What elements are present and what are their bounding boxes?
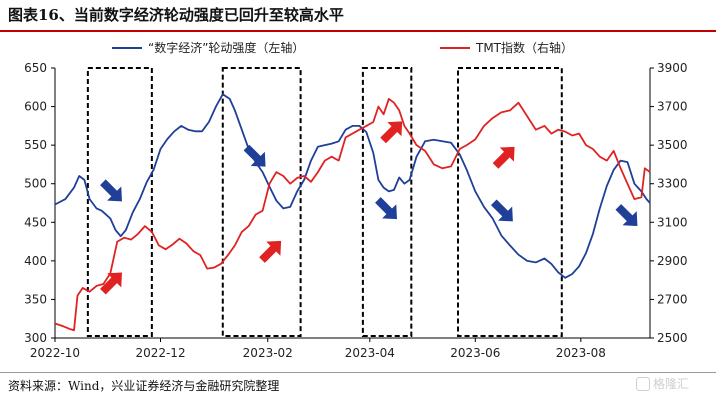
- x-tick-label: 2022-12: [135, 346, 185, 360]
- left-tick-label: 500: [24, 177, 47, 191]
- left-tick-label: 400: [24, 254, 47, 268]
- trend-arrow-up: [492, 146, 515, 169]
- right-tick-label: 3500: [657, 138, 688, 152]
- watermark: 格隆汇: [636, 375, 689, 392]
- x-tick-label: 2022-10: [30, 346, 80, 360]
- left-tick-label: 650: [24, 61, 47, 75]
- source-divider: [0, 372, 716, 373]
- right-tick-label: 2700: [657, 292, 688, 306]
- right-tick-label: 3100: [657, 215, 688, 229]
- right-tick-label: 3900: [657, 61, 688, 75]
- arrow-shape: [490, 199, 513, 222]
- left-tick-label: 300: [24, 331, 47, 345]
- right-tick-label: 3300: [657, 177, 688, 191]
- source-note: 资料来源：Wind，兴业证券经济与金融研究院整理: [8, 379, 280, 393]
- title-divider: [0, 30, 716, 32]
- right-tick-label: 3700: [657, 100, 688, 114]
- arrow-shape: [243, 144, 266, 167]
- chart-title: 图表16、当前数字经济轮动强度已回升至较高水平: [8, 6, 344, 24]
- trend-arrow-down: [490, 199, 513, 222]
- period-box-1: [221, 67, 302, 337]
- arrow-shape: [380, 121, 403, 144]
- trend-arrow-down: [375, 197, 397, 220]
- arrow-shape: [259, 240, 282, 263]
- watermark-text: 格隆汇: [653, 377, 690, 391]
- x-tick-label: 2023-06: [450, 346, 500, 360]
- x-tick-label: 2023-02: [243, 346, 293, 360]
- trend-arrow-up: [259, 240, 282, 263]
- right-tick-label: 2500: [657, 331, 688, 345]
- arrow-shape: [615, 204, 638, 227]
- trend-arrow-down: [100, 179, 122, 202]
- left-tick-label: 550: [24, 138, 47, 152]
- arrow-shape: [100, 272, 122, 295]
- legend-label-1: TMT指数（右轴）: [475, 40, 573, 55]
- arrow-shape: [375, 197, 397, 220]
- series-line-1: [54, 98, 651, 332]
- trend-arrow-down: [615, 204, 638, 227]
- x-tick-label: 2023-08: [556, 346, 606, 360]
- x-tick-label: 2023-04: [345, 346, 395, 360]
- period-box-0: [86, 67, 153, 337]
- series-line-0: [54, 93, 651, 279]
- left-tick-label: 600: [24, 100, 47, 114]
- trend-arrow-up: [380, 121, 403, 144]
- arrow-shape: [492, 146, 515, 169]
- period-box-2: [361, 67, 413, 337]
- watermark-logo-icon: [636, 377, 650, 391]
- period-box-3: [457, 67, 563, 337]
- right-tick-label: 2900: [657, 254, 688, 268]
- left-tick-label: 350: [24, 292, 47, 306]
- trend-arrow-down: [243, 144, 266, 167]
- legend-label-0: “数字经济”轮动强度（左轴）: [148, 40, 304, 55]
- trend-arrow-up: [100, 272, 122, 295]
- chart-canvas: 300 350 400 450 500 550 600 650 2500 2700 2900 3100…: [24, 40, 688, 360]
- left-tick-label: 450: [24, 215, 47, 229]
- arrow-shape: [100, 179, 122, 202]
